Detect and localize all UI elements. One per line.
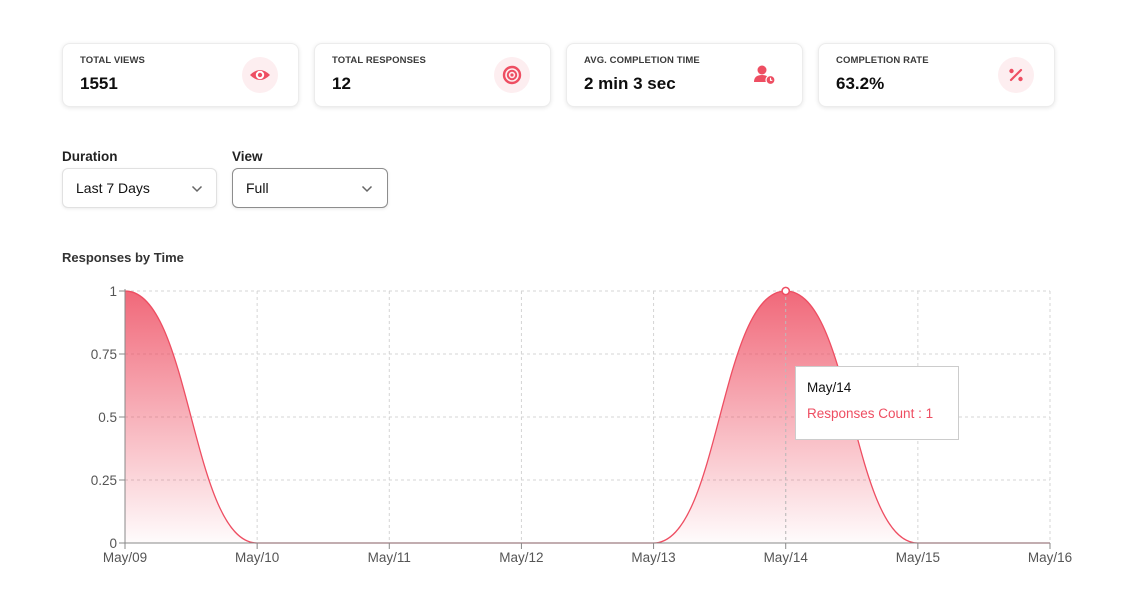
x-tick-label: May/10 [235,550,279,565]
stat-value: 63.2% [836,74,885,93]
user-clock-icon [746,57,782,93]
stat-card-completion-rate: COMPLETION RATE 63.2% [818,43,1055,107]
chevron-down-icon [191,185,203,193]
chevron-down-icon [361,185,373,193]
y-tick-label: 0.25 [91,473,117,488]
duration-select[interactable]: Last 7 Days [62,168,217,208]
chart-title: Responses by Time [62,250,184,265]
x-tick-label: May/11 [368,550,411,565]
stat-card-total-responses: TOTAL RESPONSES 12 [314,43,551,107]
stat-card-total-views: TOTAL VIEWS 1551 [62,43,299,107]
y-tick-label: 1 [109,284,117,299]
series-area [125,291,1050,543]
x-tick-label: May/09 [103,550,147,565]
y-tick-label: 0.75 [91,347,117,362]
x-tick-label: May/14 [764,550,809,565]
stat-label: TOTAL VIEWS [80,55,145,66]
y-tick-label: 0 [109,536,117,551]
stat-value: 1551 [80,74,118,93]
stat-label: TOTAL RESPONSES [332,55,426,66]
stat-value: 12 [332,74,351,93]
duration-value: Last 7 Days [76,180,150,196]
x-tick-label: May/15 [896,550,940,565]
percent-icon [998,57,1034,93]
stat-value: 2 min 3 sec [584,74,676,93]
stat-label: AVG. COMPLETION TIME [584,55,700,66]
target-icon [494,57,530,93]
active-point [781,286,791,296]
duration-label: Duration [62,149,118,164]
x-tick-label: May/16 [1028,550,1072,565]
tooltip-date: May/14 [807,380,852,395]
y-tick-label: 0.5 [98,410,117,425]
x-tick-label: May/13 [631,550,675,565]
eye-icon [242,57,278,93]
stat-card-avg-completion-time: AVG. COMPLETION TIME 2 min 3 sec [566,43,803,107]
view-value: Full [246,180,269,196]
chart-tooltip: May/14 Responses Count : 1 [795,366,959,440]
tooltip-value: Responses Count : 1 [807,406,934,421]
stat-label: COMPLETION RATE [836,55,929,66]
view-select[interactable]: Full [232,168,388,208]
view-label: View [232,149,263,164]
x-tick-label: May/12 [499,550,543,565]
